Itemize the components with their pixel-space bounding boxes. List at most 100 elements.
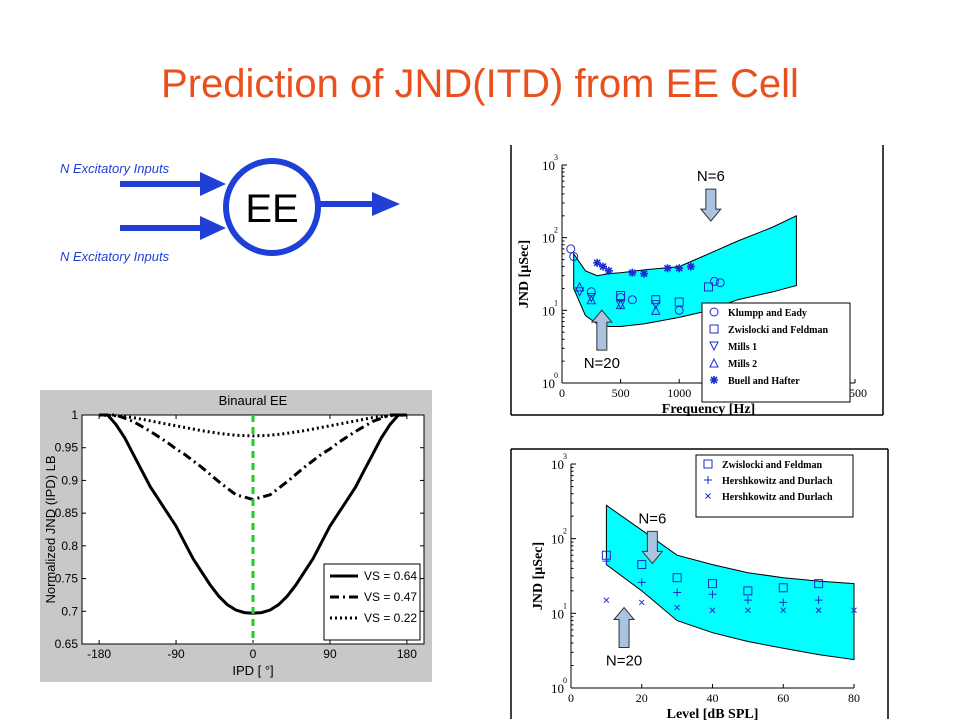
data-point-x	[745, 607, 751, 614]
y-tick-label: 0.85	[55, 506, 79, 520]
annotation-n-20: N=20	[584, 309, 620, 372]
annotation-label: N=20	[606, 653, 642, 670]
y-axis-label: Normalized JND (IPD) LB	[43, 455, 58, 603]
data-point-x	[780, 607, 787, 614]
data-point-circle	[627, 295, 637, 305]
x-tick-label: -90	[167, 647, 185, 661]
data-point-star	[663, 264, 672, 273]
data-point-plus	[814, 596, 823, 605]
data-point-square	[651, 295, 661, 305]
annotation-n-6: N=6	[638, 510, 666, 565]
annotation-n-6: N=6	[697, 168, 725, 222]
legend-label: VS = 0.47	[364, 590, 417, 604]
x-tick-label: 40	[707, 691, 719, 705]
data-point-square	[704, 282, 713, 292]
data-point-star	[593, 258, 602, 267]
data-point-plus	[708, 590, 717, 599]
data-point-plus	[602, 557, 611, 566]
output-arrowhead	[372, 192, 400, 216]
data-point-circle	[715, 278, 725, 288]
data-point-star	[686, 262, 695, 271]
input-top-label: N Excitatory Inputs	[60, 161, 170, 176]
data-point-triangle-up	[650, 305, 661, 315]
y-tick-base: 10	[551, 606, 564, 621]
y-axis-label: JND [μSec]	[517, 240, 532, 308]
data-point-triangle-up	[574, 281, 585, 292]
legend-label: Klumpp and Eady	[728, 308, 807, 319]
y-tick-base: 10	[542, 303, 555, 318]
data-point-star	[599, 262, 608, 271]
jnd-band	[605, 504, 855, 661]
slide-title: Prediction of JND(ITD) from EE Cell	[161, 62, 799, 106]
annotation-label: N=20	[584, 355, 620, 372]
y-tick-label: 0.8	[61, 539, 78, 553]
legend: Klumpp and Eady Zwislocki and Feldman Mill…	[701, 302, 851, 403]
data-point-plus	[637, 578, 646, 587]
annotation-label: N=6	[638, 510, 666, 527]
data-point-plus	[673, 588, 682, 597]
x-tick-label: 1000	[667, 386, 691, 400]
legend-label: Hershkowitz and Durlach	[722, 492, 833, 503]
legend-box	[701, 302, 851, 403]
data-point-square	[743, 586, 753, 596]
data-point-triangle-down	[586, 293, 597, 303]
legend-label: Zwislocki and Feldman	[728, 325, 828, 336]
legend-marker	[703, 459, 713, 469]
y-tick-exponent: 3	[563, 452, 567, 461]
legend-marker	[704, 476, 712, 484]
x-tick-label: 80	[848, 691, 860, 705]
annotation-n-20: N=20	[606, 606, 642, 670]
jnd-frequency-chart: 05001000150020002500100101102103Frequenc…	[510, 145, 884, 417]
data-point-triangle-down	[574, 287, 585, 297]
legend-label: Hershkowitz and Durlach	[722, 476, 833, 487]
x-tick-label: 20	[636, 691, 648, 705]
x-axis-label: Level [dB SPL]	[667, 707, 759, 720]
y-tick-base: 10	[542, 231, 555, 246]
data-point-x	[709, 607, 716, 614]
y-axis-label: JND [μSec]	[531, 542, 546, 610]
data-point-x	[603, 597, 610, 604]
annotation-arrow-down	[641, 530, 664, 565]
legend-marker	[709, 307, 719, 317]
input-bottom-label: N Excitatory Inputs	[60, 249, 170, 264]
y-tick-label: 1	[71, 408, 78, 422]
annotation-arrow-down	[699, 188, 722, 222]
data-point-square	[708, 579, 717, 589]
data-point-square	[814, 579, 824, 589]
y-tick-label: 0.95	[55, 441, 79, 455]
x-tick-label: 0	[568, 691, 574, 705]
ee-cell-diagram: N Excitatory Inputs N Excitatory Inputs …	[60, 158, 400, 264]
legend: VS = 0.64 VS = 0.47 VS = 0.22	[323, 563, 421, 641]
x-tick-label: 180	[397, 647, 417, 661]
legend-marker	[709, 324, 719, 334]
x-tick-label: 0	[559, 386, 565, 400]
y-tick-base: 10	[542, 158, 555, 173]
data-point-triangle-up	[586, 294, 597, 305]
x-tick-label: -180	[87, 647, 111, 661]
chart-title: Binaural EE	[219, 393, 288, 408]
legend-label: Buell and Hafter	[728, 376, 800, 387]
binaural-ee-chart: Binaural EE -180 -90 0 90 180 0.65 0.7 0.75 0.8 0.…	[40, 390, 432, 682]
data-point-x	[851, 607, 857, 614]
y-tick-exponent: 0	[563, 676, 567, 685]
legend-box	[695, 454, 854, 518]
y-tick-label: 0.7	[61, 604, 78, 618]
x-tick-label: 0	[250, 647, 257, 661]
legend-marker	[709, 341, 719, 352]
ee-cell-label: EE	[245, 187, 298, 231]
legend-marker	[709, 357, 719, 368]
legend-label: Zwislocki and Feldman	[722, 460, 822, 471]
y-tick-label: 0.65	[55, 637, 79, 651]
series-line-3	[99, 413, 407, 438]
x-tick-label: 90	[323, 647, 337, 661]
input-arrowhead-top	[200, 172, 226, 196]
legend-box	[323, 563, 421, 641]
legend-label: Mills 1	[728, 342, 757, 353]
y-tick-label: 0.9	[61, 473, 78, 487]
data-point-star	[675, 264, 684, 273]
annotation-label: N=6	[697, 168, 725, 185]
y-tick-exponent: 2	[554, 226, 558, 235]
y-tick-base: 10	[551, 532, 564, 547]
y-tick-base: 10	[542, 376, 555, 391]
